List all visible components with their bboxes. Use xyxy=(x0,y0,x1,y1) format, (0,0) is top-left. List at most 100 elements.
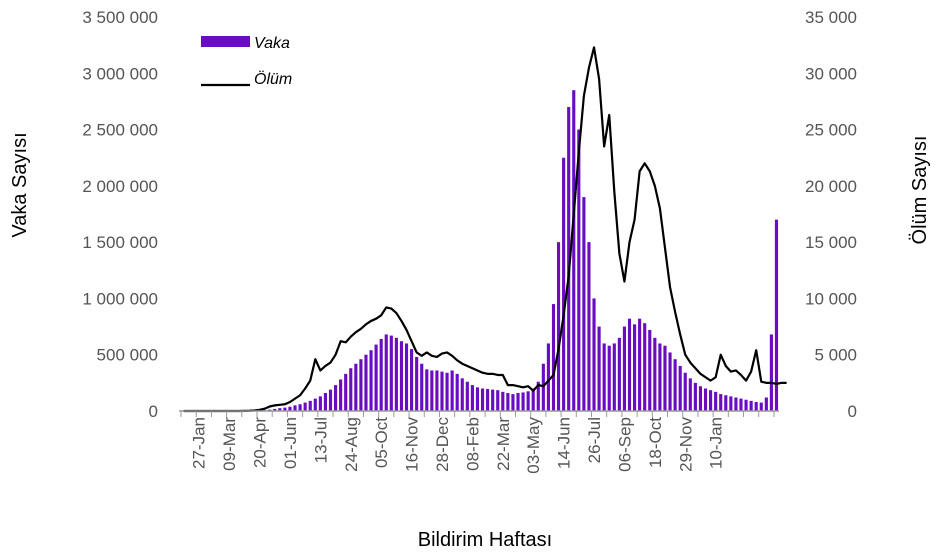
vaka-bar xyxy=(516,392,520,411)
vaka-bar xyxy=(587,242,591,411)
vaka-bar xyxy=(546,343,550,411)
vaka-bar xyxy=(399,341,404,411)
x-axis-tick-marks xyxy=(180,411,775,417)
x-tick-label: 24-Aug xyxy=(342,417,361,472)
vaka-bar xyxy=(496,390,500,411)
legend: Vaka Ölüm xyxy=(201,35,292,88)
x-tick-label: 03-May xyxy=(524,417,543,474)
vaka-bar xyxy=(410,349,414,411)
vaka-bar xyxy=(465,381,469,411)
vaka-bar xyxy=(450,370,454,411)
y-right-tick-label: 5 000 xyxy=(814,346,857,365)
y-left-tick-label: 3 500 000 xyxy=(82,8,158,27)
vaka-bar xyxy=(359,359,363,411)
x-tick-label: 28-Dec xyxy=(433,417,452,472)
vaka-bar xyxy=(597,326,601,411)
y-left-tick-labels: 0 500 000 1 000 000 1 500 000 2 000 000 2 500… xyxy=(82,8,158,421)
olum-line-layer xyxy=(183,46,787,413)
vaka-bar xyxy=(541,363,545,411)
vaka-bar xyxy=(460,378,464,411)
vaka-bar xyxy=(683,372,687,411)
x-tick-label: 18-Oct xyxy=(646,417,665,468)
vaka-bar xyxy=(344,373,348,411)
vaka-bar xyxy=(445,372,449,411)
vaka-bar xyxy=(633,324,637,411)
vaka-bar xyxy=(729,396,733,411)
vaka-bar xyxy=(384,334,388,411)
x-tick-label: 01-Jun xyxy=(281,417,300,469)
vaka-bar xyxy=(298,404,302,411)
vaka-bar xyxy=(404,343,409,411)
vaka-bar xyxy=(769,334,773,411)
vaka-bar xyxy=(318,396,322,411)
vaka-bar xyxy=(607,345,611,411)
vaka-bar xyxy=(435,370,439,411)
vaka-bar xyxy=(577,129,581,411)
x-tick-label: 29-Nov xyxy=(676,417,695,472)
y-right-tick-labels: 0 5 000 10 000 15 000 20 000 25 000 30 000 35 0… xyxy=(805,8,857,421)
vaka-bar xyxy=(526,391,530,411)
y-left-tick-label: 500 000 xyxy=(97,346,158,365)
vaka-bar xyxy=(734,397,738,411)
vaka-bar xyxy=(430,370,434,411)
vaka-bar xyxy=(531,388,535,411)
vaka-bar xyxy=(698,386,703,411)
vaka-bar xyxy=(693,382,697,411)
y-left-tick-label: 2 000 000 xyxy=(82,177,158,196)
legend-olum-label: Ölüm xyxy=(254,70,292,88)
vaka-bar xyxy=(420,363,424,411)
olum-series-line xyxy=(183,46,787,413)
x-tick-label: 10-Jan xyxy=(707,417,726,469)
vaka-bar xyxy=(349,368,353,411)
x-tick-label: 13-Jul xyxy=(311,417,330,463)
vaka-bar xyxy=(556,242,561,411)
vaka-bar xyxy=(389,335,393,411)
vaka-bar xyxy=(658,343,662,411)
vaka-bar xyxy=(764,397,768,411)
vaka-bar xyxy=(688,378,692,411)
vaka-bar xyxy=(273,408,277,411)
vaka-bar xyxy=(536,381,540,411)
vaka-bar xyxy=(774,219,779,411)
vaka-bar xyxy=(582,197,586,411)
vaka-bar xyxy=(491,389,495,411)
vaka-bar xyxy=(521,392,525,411)
vaka-bar xyxy=(739,398,743,411)
vaka-bar xyxy=(303,402,307,411)
vaka-bar xyxy=(709,390,713,411)
vaka-bar xyxy=(749,400,753,411)
x-tick-label: 05-Oct xyxy=(372,417,391,468)
legend-vaka-label: Vaka xyxy=(254,35,290,52)
vaka-bar xyxy=(643,323,647,411)
vaka-bar xyxy=(334,385,338,411)
x-axis-tick-labels: 27-Jan 09-Mar 20-Apr 01-Jun 13-Jul 24-Aug 05-O… xyxy=(190,417,726,474)
vaka-bar xyxy=(602,343,606,411)
vaka-bar xyxy=(379,338,383,411)
vaka-bar xyxy=(354,363,358,411)
vaka-bar xyxy=(673,359,677,411)
vaka-bar xyxy=(617,337,621,411)
y-right-tick-label: 15 000 xyxy=(805,233,857,252)
x-tick-label: 22-Mar xyxy=(494,417,513,471)
vaka-bar xyxy=(455,373,459,411)
vaka-bar xyxy=(470,385,474,411)
vaka-bar xyxy=(374,344,378,411)
vaka-bar xyxy=(288,406,292,411)
y-left-tick-label: 3 000 000 xyxy=(82,64,158,83)
vaka-bar xyxy=(415,356,419,411)
y-right-tick-label: 25 000 xyxy=(805,121,857,140)
vaka-bar xyxy=(511,394,515,411)
x-tick-label: 09-Mar xyxy=(220,417,239,471)
vaka-bar xyxy=(612,343,616,411)
y-right-tick-label: 10 000 xyxy=(805,289,857,308)
vaka-bar xyxy=(308,400,312,411)
vaka-bar xyxy=(572,90,576,412)
y-right-tick-label: 20 000 xyxy=(805,177,857,196)
vaka-bar xyxy=(754,401,758,411)
vaka-bar xyxy=(364,354,368,411)
vaka-bar xyxy=(562,157,566,411)
x-tick-label: 26-Jul xyxy=(585,417,604,463)
vaka-bar xyxy=(475,387,480,411)
vaka-bar xyxy=(394,337,398,411)
